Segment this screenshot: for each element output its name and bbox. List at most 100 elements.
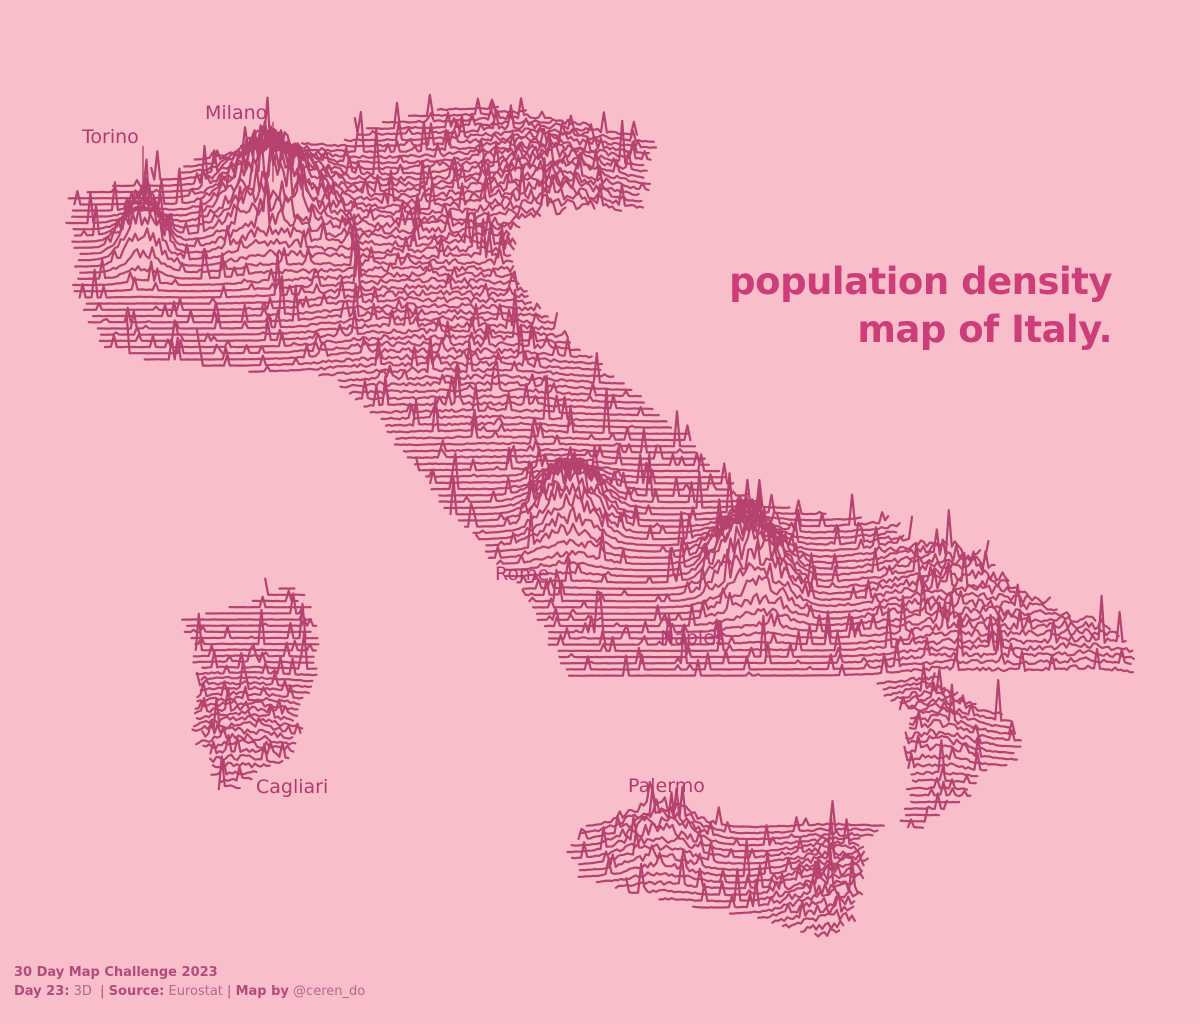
ridgeline <box>72 240 516 287</box>
ridgeline <box>909 780 972 798</box>
city-label-torino: Torino <box>81 126 139 148</box>
ridgeline <box>99 288 559 336</box>
ridgeline <box>74 213 512 268</box>
ridgeline <box>348 360 642 398</box>
ridgeline <box>300 122 658 149</box>
map-title: population density map of Italy. <box>729 258 1112 354</box>
ridgeline <box>337 352 625 385</box>
ridgeline <box>577 791 874 841</box>
ridgeline <box>484 504 914 553</box>
ridgeline <box>343 114 655 143</box>
ridgeline <box>318 335 615 379</box>
ridgeline <box>381 97 553 124</box>
ridgeline <box>905 777 969 791</box>
map-by-label: Map by <box>235 984 289 999</box>
ridgeline <box>536 583 1058 622</box>
ridgeline <box>200 675 314 683</box>
ridgeline <box>186 618 318 627</box>
map-title-line-1: population density <box>729 260 1112 303</box>
ridgeline <box>485 488 905 547</box>
ridgeline <box>516 515 990 584</box>
ridgeline <box>528 540 1017 603</box>
ridgeline <box>78 252 528 299</box>
ridgeline <box>402 428 696 454</box>
ridgeline <box>196 680 304 700</box>
ridgeline <box>369 384 660 417</box>
city-leader-lines <box>142 122 274 198</box>
ridgeline <box>531 562 1030 609</box>
ridgeline <box>194 686 299 717</box>
ridgeline <box>395 418 692 442</box>
ridgeline <box>386 387 689 435</box>
footer-line-1: 30 Day Map Challenge 2023 <box>14 963 365 982</box>
ridgeline <box>205 592 304 615</box>
ridgeline <box>251 589 299 603</box>
ridgeline <box>559 615 1135 665</box>
ridgeline <box>567 647 1135 677</box>
ridgeline <box>876 675 939 685</box>
ridgeline <box>907 679 1012 722</box>
city-label-rome: Rome <box>495 563 549 585</box>
ridgeline <box>571 836 865 860</box>
ridgeline <box>903 792 948 811</box>
source-label: Source: <box>108 984 165 999</box>
ridgeline <box>406 444 706 460</box>
ridgeline <box>73 147 542 237</box>
ridgeline <box>199 661 310 695</box>
ridgeline <box>800 919 845 933</box>
ridgeline <box>98 309 569 343</box>
ridgeline <box>87 282 549 324</box>
ridgeline <box>904 813 941 817</box>
ridgeline <box>209 734 290 760</box>
ridgeline <box>565 639 1132 671</box>
ridgeline <box>125 313 581 355</box>
ridgeline <box>438 451 762 504</box>
ridgeline <box>570 815 861 847</box>
ridgeline <box>380 374 668 423</box>
ridgeline <box>904 731 1015 755</box>
ridgeline <box>475 492 898 541</box>
ridgeline <box>436 98 499 112</box>
ridgeline <box>196 685 301 706</box>
ridgeline <box>79 158 517 255</box>
ridgeline <box>354 375 645 404</box>
ridgeline <box>905 734 1019 761</box>
ridgeline <box>781 908 856 929</box>
ridgeline <box>195 725 297 746</box>
ridgeline <box>625 860 865 897</box>
separator-2: | <box>227 984 232 999</box>
ridgeline <box>909 706 1012 729</box>
map-title-line-2: map of Italy. <box>857 308 1112 351</box>
ridgeline <box>457 455 862 522</box>
ridgeline <box>150 127 645 181</box>
city-label-palermo: Palermo <box>628 775 705 797</box>
ridgeline <box>195 655 318 677</box>
separator-1: | <box>96 984 105 999</box>
ridgeline <box>547 618 1120 646</box>
ridgeline <box>217 755 241 791</box>
ridgeline <box>91 275 542 318</box>
footer-line-2: Day 23: 3D | Source: Eurostat | Map by @… <box>14 982 365 1001</box>
ridgeline <box>548 590 1097 634</box>
ridgeline <box>903 745 1008 767</box>
ridgeline <box>202 738 295 753</box>
ridgeline <box>143 336 593 361</box>
city-label-milano: Milano <box>205 102 267 124</box>
ridgeline <box>535 575 1052 615</box>
ridgeline <box>248 337 602 373</box>
day-label: Day 23: <box>14 984 70 999</box>
ridgeline <box>77 203 515 262</box>
ridgeline <box>814 928 841 938</box>
ridgeline <box>239 110 650 155</box>
ridgeline <box>181 612 313 621</box>
ridgeline <box>82 281 533 312</box>
ridgeline <box>579 785 879 835</box>
ridgeline <box>908 710 1022 742</box>
ridgeline <box>505 498 982 578</box>
ridgeline <box>71 120 644 212</box>
ridgeline <box>339 365 633 392</box>
ridgeline <box>201 719 294 740</box>
ridgeline <box>522 516 996 590</box>
ridgeline <box>771 891 855 924</box>
